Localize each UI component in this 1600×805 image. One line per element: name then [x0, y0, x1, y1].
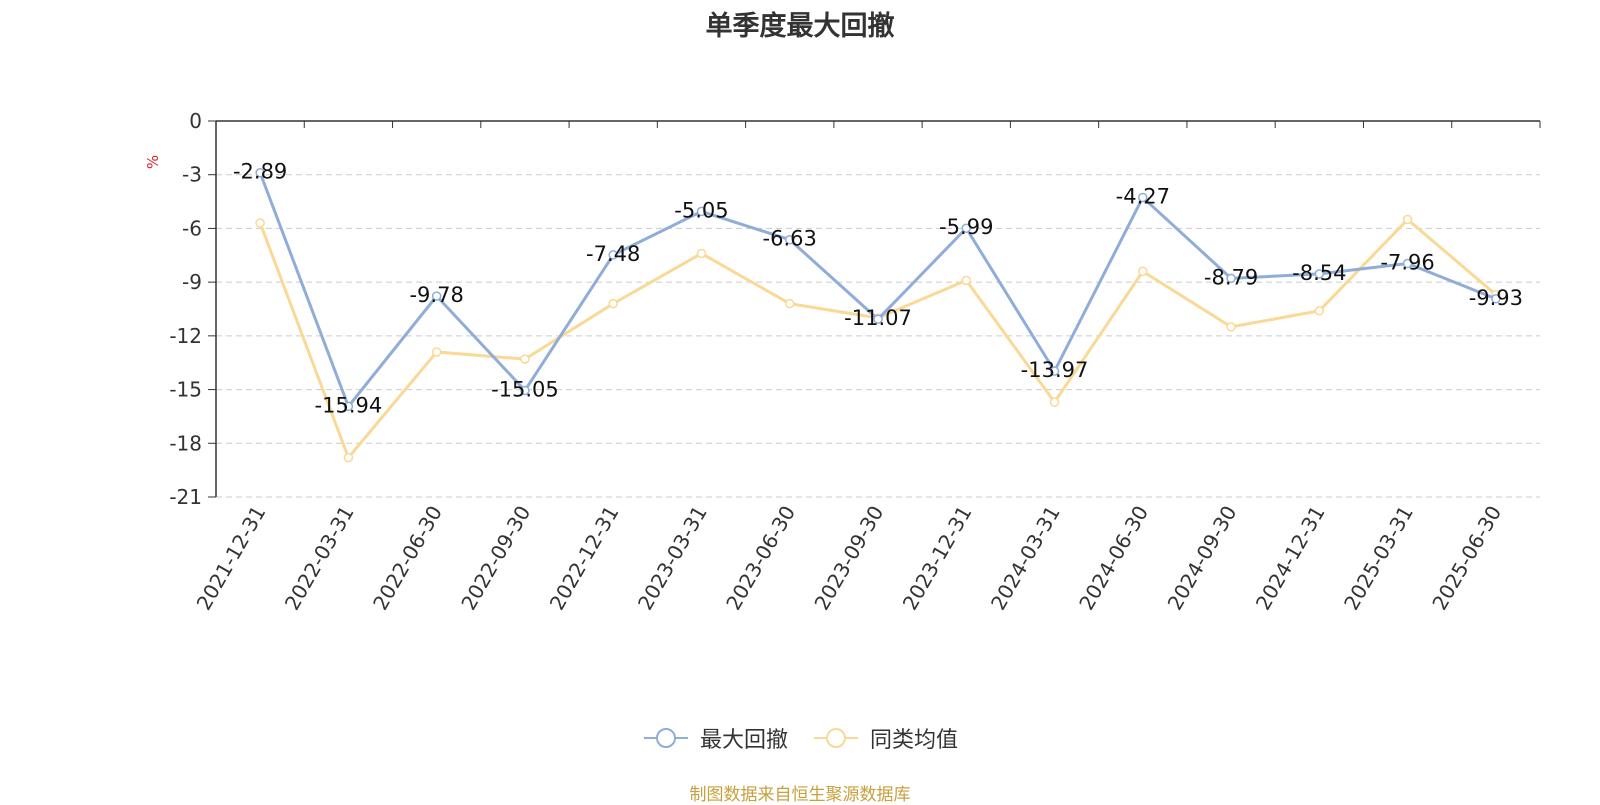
- x-tick-label: 2024-06-30: [1074, 502, 1153, 615]
- x-tick-label: 2024-09-30: [1162, 502, 1241, 615]
- data-point-series-1: [1314, 306, 1325, 316]
- data-point-series-0: [784, 234, 795, 245]
- data-point-series-1: [784, 298, 795, 309]
- x-tick-label: 2022-09-30: [456, 502, 535, 615]
- y-tick-label: -9: [182, 270, 202, 294]
- series-line-1: [258, 217, 1497, 460]
- data-source-note: 制图数据来自恒生聚源数据库: [689, 785, 911, 805]
- data-label: -9.78: [409, 283, 463, 307]
- x-tick-label: 2023-06-30: [721, 502, 800, 615]
- data-point-series-0: [1491, 294, 1501, 304]
- data-label: -7.96: [1380, 251, 1434, 275]
- legend-marker-peer-average-icon: [814, 728, 858, 748]
- data-point-series-1: [1049, 397, 1060, 407]
- data-label: -15.05: [491, 377, 559, 401]
- data-point-series-0: [1402, 258, 1413, 269]
- data-point-series-0: [873, 314, 883, 324]
- legend-label-drawdown: 最大回撤: [699, 728, 788, 753]
- data-label: -7.48: [586, 242, 640, 266]
- x-tick-label: 2022-12-31: [545, 502, 624, 615]
- x-tick-label: 2022-03-31: [280, 502, 359, 615]
- data-label: -8.54: [1292, 261, 1346, 285]
- x-tick-label: 2023-12-31: [898, 501, 977, 614]
- data-label: -6.63: [763, 227, 817, 251]
- data-label: -9.93: [1469, 286, 1523, 310]
- data-label: -5.05: [674, 198, 728, 222]
- data-label: -5.99: [939, 215, 993, 239]
- data-label: -11.07: [844, 306, 912, 330]
- data-point-series-0: [255, 167, 265, 178]
- data-point-series-0: [1138, 192, 1148, 203]
- legend-marker-drawdown-icon: [643, 728, 688, 748]
- data-label: -8.79: [1204, 265, 1258, 289]
- y-tick-label: -12: [169, 324, 202, 348]
- x-tick-label: 2025-03-31: [1339, 502, 1418, 615]
- x-tick-label: 2023-03-31: [633, 502, 712, 615]
- data-point-series-1: [961, 275, 972, 286]
- y-tick-label: -3: [182, 163, 202, 187]
- x-tick-label: 2023-09-30: [809, 502, 888, 615]
- data-point-series-1: [608, 298, 618, 309]
- data-point-series-0: [520, 385, 530, 396]
- y-axis-label: %: [144, 155, 162, 169]
- data-point-series-0: [608, 250, 618, 260]
- data-point-series-1: [696, 248, 707, 259]
- data-label: -13.97: [1021, 358, 1089, 382]
- data-point-series-0: [431, 291, 442, 301]
- legend-label-peer-average: 同类均值: [870, 728, 959, 753]
- x-tick-label: 2021-12-31: [192, 502, 271, 615]
- data-point-series-0: [961, 223, 972, 233]
- data-label: -2.89: [233, 160, 287, 184]
- x-tick-label: 2025-06-30: [1427, 502, 1506, 615]
- legend-item-peer-average[interactable]: 同类均值: [812, 722, 958, 754]
- data-point-series-1: [1138, 266, 1148, 277]
- data-label: -4.27: [1116, 184, 1170, 208]
- data-point-series-0: [1049, 366, 1060, 376]
- x-tick-label: 2024-12-31: [1251, 502, 1330, 615]
- y-tick-label: -21: [169, 485, 202, 509]
- data-point-series-1: [1402, 214, 1413, 225]
- data-point-series-0: [1226, 273, 1236, 284]
- chart-title: 单季度最大回撤: [705, 11, 895, 42]
- data-point-series-0: [343, 401, 354, 412]
- y-tick-label: -18: [169, 431, 202, 455]
- data-point-series-0: [1314, 269, 1325, 279]
- data-point-series-1: [343, 452, 354, 463]
- legend-item-drawdown[interactable]: 最大回撤: [642, 722, 788, 754]
- data-label: -15.94: [315, 393, 383, 417]
- x-tick-label: 2024-03-31: [986, 502, 1065, 615]
- y-tick-label: 0: [189, 109, 202, 133]
- legend: 最大回撤 同类均值: [0, 722, 1600, 754]
- data-point-series-1: [1226, 322, 1236, 332]
- y-tick-label: -6: [182, 216, 202, 240]
- data-point-series-1: [431, 347, 442, 357]
- data-point-series-0: [696, 206, 707, 217]
- data-point-series-1: [520, 354, 530, 364]
- data-point-series-1: [255, 218, 265, 228]
- x-tick-label: 2022-06-30: [368, 501, 447, 614]
- y-tick-label: -15: [169, 378, 202, 402]
- line-chart: 0 -3 -6 -9 -12 -15 -18 -21% 2021-12-31 2022-03-31…: [144, 109, 1541, 615]
